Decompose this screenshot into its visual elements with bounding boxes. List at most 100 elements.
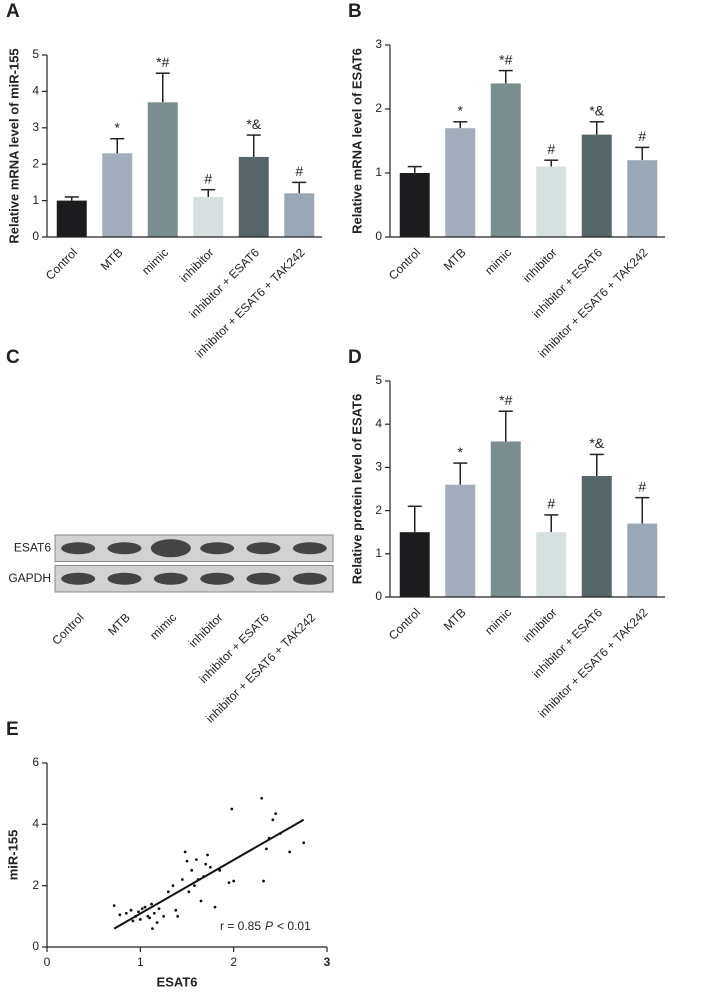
- x-tick-label: 3: [324, 955, 331, 969]
- blot-band: [246, 572, 281, 585]
- y-tick-label: 0: [375, 589, 382, 603]
- x-tick-label: 2: [230, 955, 237, 969]
- y-axis-label: Relative mRNA level of ESAT6: [349, 48, 364, 234]
- y-tick-label: 4: [32, 84, 39, 98]
- blot-strip: [54, 534, 334, 562]
- x-tick-label: mimic: [147, 610, 179, 642]
- x-tick-label: 0: [44, 955, 51, 969]
- point: [140, 907, 144, 911]
- x-tick-label: 1: [137, 955, 144, 969]
- point: [166, 890, 170, 894]
- point: [288, 850, 292, 854]
- point: [302, 841, 306, 845]
- y-tick-label: 3: [375, 460, 382, 474]
- bar: [399, 532, 430, 597]
- blot-band: [61, 572, 96, 585]
- y-tick-label: 4: [375, 416, 382, 430]
- point: [129, 908, 133, 912]
- point: [150, 902, 153, 906]
- point: [230, 807, 234, 811]
- panel-label: E: [6, 719, 19, 740]
- blot-band: [107, 572, 142, 585]
- blot-band: [61, 542, 96, 555]
- point: [213, 905, 217, 909]
- y-axis-label: Relative mRNA level of miR-155: [6, 48, 21, 243]
- significance: *&: [589, 435, 604, 451]
- x-tick-label: mimic: [139, 245, 171, 277]
- blot-row-label: GAPDH: [8, 571, 51, 585]
- y-tick-label: 1: [375, 546, 382, 560]
- bar: [238, 156, 269, 237]
- blot-band: [153, 572, 188, 585]
- y-tick-label: 6: [32, 755, 39, 769]
- bar: [147, 102, 178, 237]
- x-tick-label: mimic: [482, 605, 514, 637]
- blot-row-label: ESAT6: [14, 540, 51, 554]
- point: [162, 914, 166, 918]
- significance: *#: [499, 51, 512, 67]
- y-tick-label: 0: [32, 229, 39, 243]
- x-tick-label: mimic: [482, 245, 514, 277]
- y-tick-label: 1: [32, 193, 39, 207]
- x-tick-label: inhibitor: [520, 605, 560, 645]
- point: [171, 884, 175, 888]
- x-tick-label: inhibitor: [186, 610, 226, 650]
- significance: *&: [589, 103, 604, 119]
- point: [138, 918, 142, 921]
- point: [271, 818, 275, 822]
- point: [176, 914, 180, 918]
- bar: [627, 523, 658, 597]
- bar: [627, 160, 658, 237]
- y-tick-label: 2: [375, 503, 382, 517]
- point: [232, 879, 236, 883]
- x-axis-label: ESAT6: [157, 974, 198, 989]
- significance: #: [638, 478, 646, 494]
- point: [143, 905, 147, 909]
- bar: [536, 166, 567, 237]
- point: [190, 868, 194, 872]
- point: [260, 796, 264, 800]
- x-tick-label: Control: [49, 610, 86, 647]
- point: [131, 919, 135, 923]
- point: [174, 908, 178, 912]
- point: [193, 884, 196, 888]
- point: [155, 921, 159, 924]
- y-tick-label: 3: [375, 37, 382, 51]
- point: [157, 907, 161, 911]
- point: [185, 859, 189, 863]
- significance: #: [204, 170, 212, 186]
- bar: [102, 153, 133, 237]
- significance: #: [638, 128, 646, 144]
- y-tick-label: 4: [32, 817, 39, 831]
- significance: *: [458, 103, 464, 119]
- y-tick-label: 5: [375, 373, 382, 387]
- bar: [581, 134, 612, 237]
- significance: *#: [156, 54, 169, 70]
- blot-band: [150, 539, 191, 558]
- x-tick-label: Control: [386, 605, 423, 642]
- y-tick-label: 2: [32, 156, 39, 170]
- x-tick-label: MTB: [441, 605, 469, 633]
- point: [112, 904, 116, 907]
- blot-band: [200, 542, 235, 555]
- annotation-part: P: [265, 919, 273, 933]
- y-tick-label: 0: [375, 229, 382, 243]
- significance: #: [547, 496, 555, 512]
- blot-band: [246, 542, 281, 555]
- annotation-part: < 0.01: [277, 919, 311, 933]
- blot-band: [200, 572, 235, 585]
- y-tick-label: 5: [32, 47, 39, 61]
- x-tick-label: MTB: [98, 245, 126, 273]
- point: [183, 850, 187, 854]
- point: [194, 858, 198, 861]
- point: [227, 881, 231, 884]
- point: [180, 878, 184, 881]
- bar: [445, 128, 476, 237]
- y-tick-label: 3: [32, 120, 39, 134]
- x-tick-label: Control: [43, 245, 80, 282]
- blot-strip: [54, 565, 334, 593]
- y-tick-label: 2: [375, 101, 382, 115]
- point: [146, 914, 150, 918]
- bar: [581, 476, 612, 597]
